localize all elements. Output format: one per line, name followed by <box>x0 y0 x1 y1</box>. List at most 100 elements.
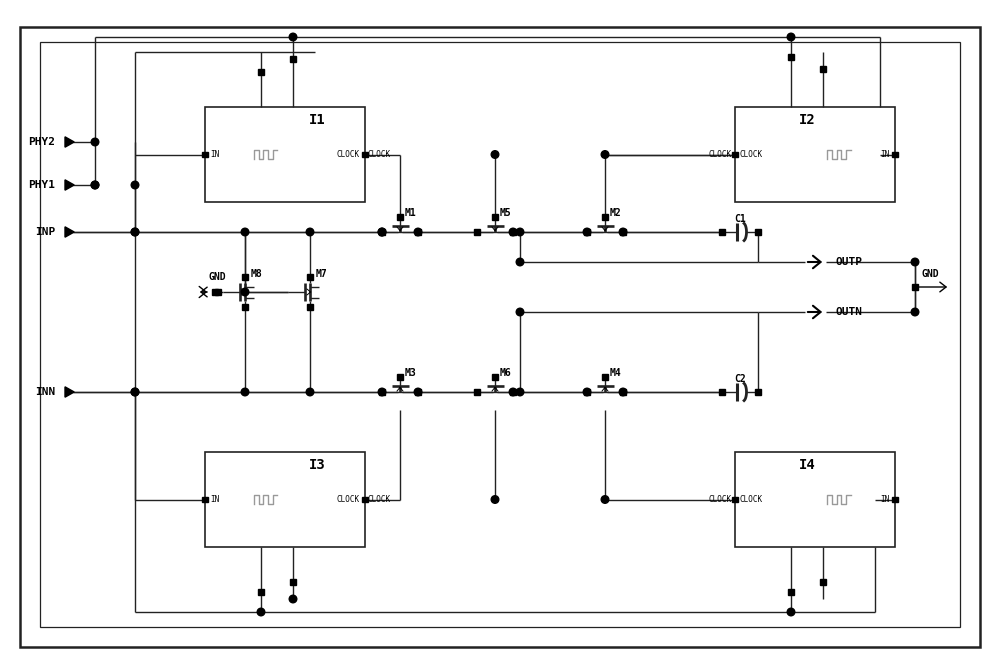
Text: IN: IN <box>881 495 890 504</box>
Text: PHY1: PHY1 <box>28 180 55 190</box>
Bar <box>40 42 960 627</box>
Text: M8: M8 <box>251 269 263 279</box>
Circle shape <box>306 388 314 396</box>
Bar <box>620 390 626 395</box>
Bar <box>912 284 918 289</box>
Circle shape <box>378 228 386 236</box>
Circle shape <box>516 228 524 236</box>
Text: M5: M5 <box>500 208 512 218</box>
Bar <box>202 152 208 157</box>
Bar <box>379 229 385 235</box>
Text: I4: I4 <box>799 458 815 472</box>
Bar <box>602 214 608 219</box>
Circle shape <box>491 496 499 504</box>
Circle shape <box>131 228 139 236</box>
Text: CLOCK: CLOCK <box>368 495 391 504</box>
Circle shape <box>91 181 99 189</box>
Circle shape <box>911 258 919 266</box>
Text: PHY2: PHY2 <box>28 137 55 147</box>
Bar <box>307 274 313 279</box>
Circle shape <box>787 33 795 41</box>
Bar <box>820 579 826 585</box>
Text: C1: C1 <box>734 214 746 224</box>
Text: GND: GND <box>208 272 226 282</box>
Circle shape <box>241 388 249 396</box>
Bar <box>755 229 761 235</box>
Circle shape <box>619 228 627 236</box>
Circle shape <box>583 388 591 396</box>
Text: M2: M2 <box>610 208 622 218</box>
Text: CLOCK: CLOCK <box>709 495 732 504</box>
Circle shape <box>516 258 524 266</box>
Bar <box>788 589 794 595</box>
Text: CLOCK: CLOCK <box>740 150 763 159</box>
Bar <box>397 214 403 219</box>
Circle shape <box>787 608 795 616</box>
Bar <box>242 304 248 309</box>
Text: OUTP: OUTP <box>835 257 862 267</box>
Bar <box>290 579 296 585</box>
Bar <box>362 152 368 157</box>
Circle shape <box>131 228 139 236</box>
Polygon shape <box>65 227 74 237</box>
Bar <box>258 589 264 595</box>
Circle shape <box>601 151 609 158</box>
Bar <box>510 229 516 235</box>
Circle shape <box>414 388 422 396</box>
Text: M1: M1 <box>405 208 417 218</box>
Circle shape <box>619 388 627 396</box>
Bar <box>307 304 313 309</box>
Circle shape <box>131 388 139 396</box>
Circle shape <box>583 228 591 236</box>
Bar <box>735 107 895 202</box>
Circle shape <box>289 33 297 41</box>
Text: CLOCK: CLOCK <box>368 150 391 159</box>
Circle shape <box>601 496 609 504</box>
Text: I1: I1 <box>309 113 325 127</box>
Bar <box>820 66 826 72</box>
Bar <box>492 214 498 219</box>
Bar <box>620 229 626 235</box>
Polygon shape <box>65 137 74 147</box>
Bar <box>212 289 218 295</box>
Bar <box>492 374 498 380</box>
Circle shape <box>378 228 386 236</box>
Polygon shape <box>65 387 74 397</box>
Text: INN: INN <box>35 387 55 397</box>
Circle shape <box>131 181 139 189</box>
Text: M4: M4 <box>610 368 622 378</box>
Circle shape <box>378 388 386 396</box>
Text: M7: M7 <box>316 269 328 279</box>
Text: CLOCK: CLOCK <box>337 150 360 159</box>
Circle shape <box>491 151 499 158</box>
Bar <box>474 229 480 235</box>
Text: IN: IN <box>210 150 219 159</box>
Bar <box>732 497 738 502</box>
Bar <box>788 54 794 60</box>
Text: C2: C2 <box>734 374 746 384</box>
Bar <box>362 497 368 502</box>
Bar <box>755 390 761 395</box>
Circle shape <box>91 181 99 189</box>
Bar <box>397 374 403 380</box>
Circle shape <box>509 388 517 396</box>
Bar <box>602 374 608 380</box>
Circle shape <box>516 388 524 396</box>
Text: M3: M3 <box>405 368 417 378</box>
Bar <box>584 390 590 395</box>
Text: CLOCK: CLOCK <box>740 495 763 504</box>
Circle shape <box>241 228 249 236</box>
Circle shape <box>241 288 249 295</box>
Circle shape <box>306 228 314 236</box>
Bar <box>202 497 208 502</box>
Circle shape <box>516 308 524 315</box>
Bar <box>892 152 898 157</box>
Text: IN: IN <box>210 495 219 504</box>
Bar <box>719 229 725 235</box>
Bar <box>719 390 725 395</box>
Circle shape <box>509 228 517 236</box>
Text: M6: M6 <box>500 368 512 378</box>
Bar <box>415 229 421 235</box>
Text: CLOCK: CLOCK <box>337 495 360 504</box>
Text: GND: GND <box>921 269 939 279</box>
